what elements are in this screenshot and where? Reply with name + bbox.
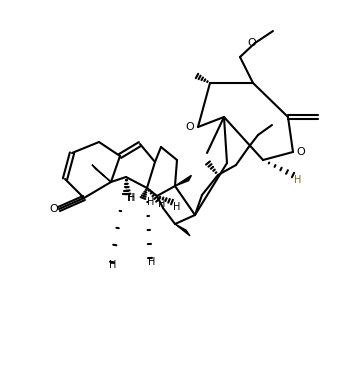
Text: O: O — [296, 147, 306, 157]
Text: H: H — [147, 197, 155, 207]
Text: H: H — [109, 260, 117, 270]
Text: H: H — [158, 199, 166, 209]
Text: O: O — [186, 122, 194, 132]
Polygon shape — [175, 175, 191, 186]
Text: O: O — [248, 38, 256, 48]
Text: H: H — [148, 257, 156, 267]
Polygon shape — [175, 224, 190, 236]
Text: H: H — [128, 193, 136, 203]
Text: O: O — [50, 204, 58, 214]
Text: H: H — [294, 175, 302, 185]
Text: H: H — [127, 193, 135, 203]
Text: H: H — [173, 202, 181, 212]
Polygon shape — [92, 165, 111, 182]
